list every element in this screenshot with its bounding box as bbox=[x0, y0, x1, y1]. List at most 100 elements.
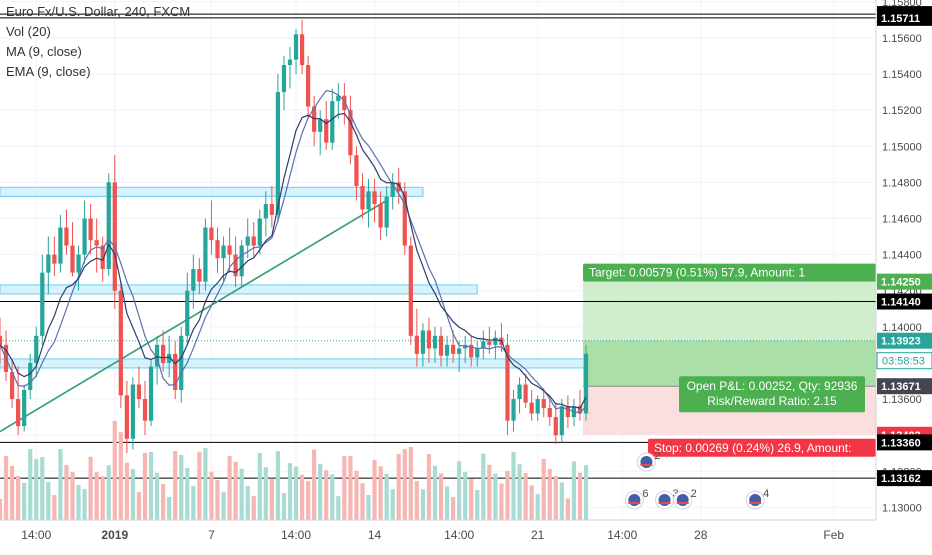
candle-body bbox=[40, 272, 45, 336]
price-tick-label: 1.13600 bbox=[882, 394, 922, 406]
volume-bar bbox=[426, 454, 432, 520]
pnl-label-bg bbox=[679, 376, 865, 413]
candle-body bbox=[9, 371, 15, 400]
candle-body bbox=[179, 335, 184, 390]
volume-bar bbox=[324, 470, 329, 520]
candle-body bbox=[517, 384, 522, 400]
candle-body bbox=[106, 182, 111, 270]
candle-body bbox=[287, 59, 293, 65]
volume-bar bbox=[312, 449, 317, 520]
candle-body bbox=[203, 227, 208, 282]
volume-bar bbox=[432, 465, 438, 520]
candle-body bbox=[450, 344, 456, 354]
event-count: 6 bbox=[642, 488, 648, 500]
price-tick-label: 1.14400 bbox=[882, 250, 922, 262]
volume-bar bbox=[118, 432, 123, 520]
volume-bar bbox=[76, 485, 81, 520]
volume-bar bbox=[0, 499, 3, 520]
volume-bar bbox=[233, 461, 238, 520]
volume-bar bbox=[396, 454, 401, 520]
volume-bar bbox=[251, 496, 256, 520]
candle-body bbox=[438, 335, 444, 356]
volume-bar bbox=[390, 489, 395, 520]
volume-bar bbox=[16, 476, 21, 520]
event-flag-inner bbox=[676, 494, 689, 506]
candle-body bbox=[22, 390, 27, 427]
candle-body bbox=[293, 34, 299, 60]
volume-bar bbox=[414, 481, 419, 520]
volume-bar bbox=[481, 453, 486, 520]
price-badge-label: 1.13671 bbox=[881, 381, 921, 393]
event-count: 2 bbox=[691, 488, 697, 500]
volume-bar bbox=[293, 466, 299, 520]
candle-body bbox=[58, 227, 63, 264]
time-tick-label: Feb bbox=[823, 528, 844, 542]
legend-volume[interactable]: Vol (20) bbox=[6, 24, 51, 39]
volume-bar bbox=[275, 451, 281, 520]
candle-body bbox=[46, 254, 51, 273]
volume-bar bbox=[3, 456, 9, 520]
legend-symbol[interactable]: Euro Fx/U.S. Dollar, 240, FXCM bbox=[6, 4, 191, 19]
volume-bars bbox=[0, 421, 589, 520]
time-tick-label: 14 bbox=[368, 528, 382, 542]
volume-bar bbox=[22, 483, 27, 520]
time-axis[interactable]: 14:00 2019 7 14:00 14 14:00 21 14:00 28 Feb bbox=[0, 519, 876, 542]
candle-body bbox=[245, 236, 250, 246]
volume-bar bbox=[523, 473, 528, 520]
volume-bar bbox=[408, 447, 413, 520]
price-axis[interactable]: 1.130001.132001.134001.136001.138001.140… bbox=[875, 0, 932, 550]
volume-bar bbox=[511, 451, 516, 520]
candle-body bbox=[82, 218, 87, 255]
candle-body bbox=[330, 101, 335, 143]
volume-bar bbox=[28, 449, 33, 520]
price-tick-label: 1.15400 bbox=[882, 69, 922, 81]
price-badge bbox=[877, 273, 932, 290]
price-tick-label: 1.15200 bbox=[882, 105, 922, 117]
candle-body bbox=[136, 384, 142, 400]
volume-bar bbox=[535, 494, 540, 520]
candle-body bbox=[583, 353, 589, 414]
volume-bar bbox=[148, 452, 154, 520]
price-badge-label: 1.14140 bbox=[881, 297, 921, 309]
candles bbox=[0, 19, 589, 454]
volume-bar bbox=[402, 449, 407, 520]
volume-bar bbox=[106, 465, 111, 520]
volume-bar bbox=[360, 483, 365, 520]
volume-bar bbox=[179, 455, 184, 520]
legend-ema[interactable]: EMA (9, close) bbox=[6, 64, 91, 79]
volume-bar bbox=[487, 464, 492, 520]
price-tick-label: 1.15600 bbox=[882, 33, 922, 45]
volume-bar bbox=[287, 463, 293, 520]
candle-body bbox=[76, 254, 81, 273]
candle-body bbox=[100, 245, 105, 270]
candle-body bbox=[444, 344, 450, 356]
stop-label: Stop: 0.00269 (0.24%) 26.9, Amount: bbox=[654, 441, 851, 455]
volume-bar bbox=[565, 498, 571, 520]
candle-body bbox=[112, 182, 117, 291]
candle-body bbox=[348, 110, 353, 156]
candle-body bbox=[469, 344, 474, 358]
volume-bar bbox=[577, 472, 583, 520]
candle-body bbox=[118, 290, 123, 396]
volume-bar bbox=[203, 448, 208, 520]
volume-bar bbox=[185, 468, 190, 520]
legend-ma[interactable]: MA (9, close) bbox=[6, 44, 82, 59]
candle-body bbox=[64, 227, 69, 246]
volume-bar bbox=[88, 456, 93, 520]
price-badge-label: 1.13923 bbox=[881, 336, 921, 348]
candle-body bbox=[161, 344, 166, 363]
volume-bar bbox=[9, 466, 15, 520]
volume-bar bbox=[191, 485, 196, 520]
candle-body bbox=[493, 337, 498, 345]
countdown-badge bbox=[876, 352, 932, 370]
volume-bar bbox=[154, 472, 160, 520]
candle-body bbox=[408, 245, 413, 336]
event-markers[interactable]: 26324 bbox=[624, 450, 769, 510]
candle-body bbox=[475, 348, 480, 358]
time-tick-label: 14:00 bbox=[281, 528, 311, 542]
trendline[interactable] bbox=[0, 199, 388, 433]
time-tick-label: 7 bbox=[208, 528, 215, 542]
countdown-label: 03:58:53 bbox=[882, 356, 925, 368]
ema-line bbox=[0, 112, 587, 409]
volume-bar bbox=[239, 468, 244, 520]
